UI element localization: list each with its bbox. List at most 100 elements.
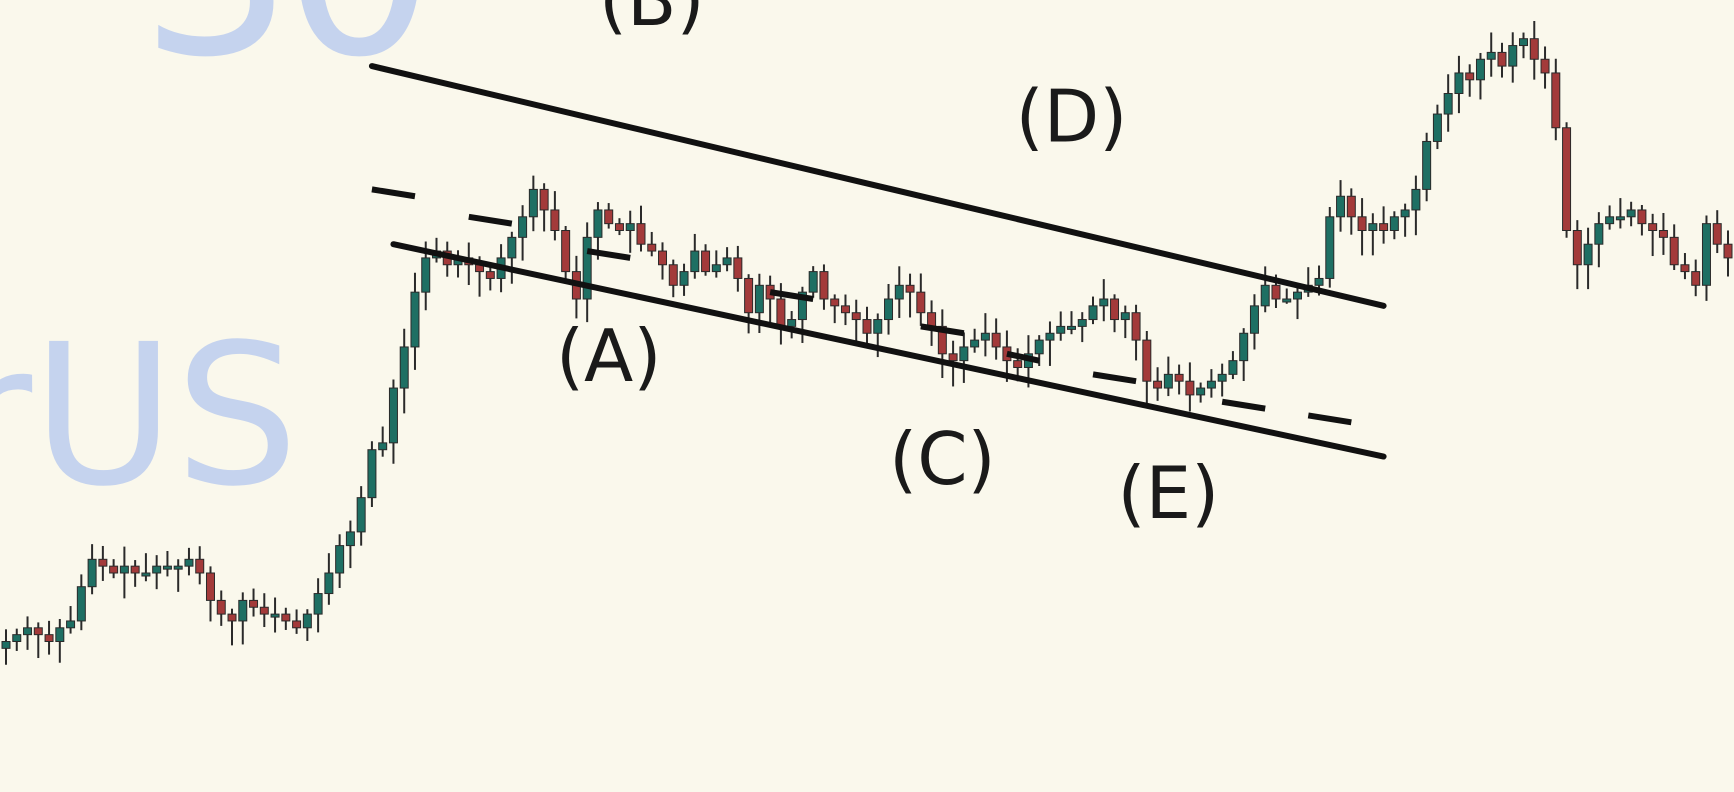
bear-candle: [1669, 236, 1679, 266]
bull-candle: [1615, 216, 1625, 221]
bull-candle: [1217, 373, 1227, 382]
bull-candle: [1486, 51, 1496, 60]
bear-candle: [195, 558, 205, 574]
bear-candle: [1346, 195, 1356, 218]
bear-candle: [658, 250, 668, 266]
bull-candle: [593, 209, 603, 238]
bear-candle: [1562, 127, 1572, 231]
bear-candle: [550, 209, 560, 231]
bull-candle: [1163, 373, 1173, 389]
bull-candle: [679, 271, 689, 286]
bull-candle: [1088, 305, 1098, 321]
bull-candle: [184, 558, 194, 567]
bull-candle: [1594, 223, 1604, 245]
bear-candle: [840, 305, 850, 314]
bull-candle: [55, 627, 65, 642]
bull-candle: [1389, 216, 1399, 232]
bull-candle: [1, 641, 11, 649]
bull-candle: [959, 346, 969, 362]
bear-candle: [292, 620, 302, 629]
bull-candle: [1120, 312, 1130, 321]
bull-candle: [1056, 325, 1066, 334]
bull-candle: [76, 586, 86, 622]
bull-candle: [173, 565, 183, 570]
bull-candle: [1206, 380, 1216, 389]
bull-candle: [1325, 216, 1335, 279]
midline-dash: [920, 323, 965, 337]
bull-candle: [1196, 387, 1206, 396]
bull-candle: [1077, 319, 1087, 327]
bear-candle: [1551, 72, 1561, 129]
bear-candle: [1153, 380, 1163, 389]
bear-candle: [485, 271, 495, 279]
bear-candle: [1185, 380, 1195, 396]
wave-label: (A): [556, 314, 661, 398]
bear-candle: [98, 558, 108, 567]
bear-candle: [249, 599, 259, 608]
bull-candle: [302, 613, 312, 629]
bull-candle: [335, 545, 345, 574]
bull-candle: [367, 449, 377, 499]
bear-candle: [614, 223, 624, 231]
bear-candle: [1271, 284, 1281, 300]
bull-candle: [980, 332, 990, 341]
bear-candle: [1572, 230, 1582, 266]
bear-candle: [1465, 72, 1475, 81]
bull-candle: [1034, 339, 1044, 355]
bear-candle: [259, 606, 269, 615]
bear-candle: [937, 325, 947, 355]
bear-candle: [216, 599, 226, 615]
bull-candle: [162, 565, 172, 570]
bear-candle: [1497, 51, 1507, 67]
midline-dash: [1092, 371, 1137, 385]
bull-candle: [356, 497, 366, 533]
bull-candle: [1443, 93, 1453, 115]
bull-candle: [1701, 223, 1711, 286]
bear-candle: [1357, 216, 1367, 232]
bull-candle: [141, 572, 151, 577]
bear-candle: [1723, 243, 1733, 259]
bear-candle: [109, 565, 119, 574]
bull-candle: [1605, 216, 1615, 225]
bear-candle: [916, 291, 926, 314]
bull-candle: [1368, 223, 1378, 231]
wave-label: (C): [889, 417, 995, 501]
bull-candle: [894, 284, 904, 300]
bear-candle: [927, 312, 937, 327]
bear-candle: [991, 332, 1001, 348]
midline-dash: [1006, 350, 1040, 364]
bull-candle: [970, 339, 980, 348]
bear-candle: [281, 613, 291, 622]
bull-candle: [270, 613, 280, 618]
bull-candle: [388, 387, 398, 444]
bull-candle: [1239, 332, 1249, 362]
wave-label: (B): [599, 0, 705, 42]
bear-candle: [851, 312, 861, 321]
bear-candle: [1712, 223, 1722, 245]
bull-candle: [754, 284, 764, 314]
bear-candle: [1648, 223, 1658, 231]
bull-candle: [507, 236, 517, 259]
bull-candle: [873, 319, 883, 334]
bull-candle: [528, 188, 538, 218]
bull-candle: [12, 634, 22, 643]
bull-candle: [1066, 325, 1076, 330]
bear-candle: [1142, 339, 1152, 382]
midline-dash: [769, 289, 814, 302]
bull-candle: [690, 250, 700, 273]
bear-candle: [227, 613, 237, 622]
bull-candle: [313, 593, 323, 615]
bull-candle: [152, 565, 162, 574]
bear-candle: [636, 223, 646, 245]
bull-candle: [711, 264, 721, 273]
wave-label: (E): [1118, 451, 1220, 535]
bear-candle: [1379, 223, 1389, 231]
bear-candle: [561, 230, 571, 273]
bear-candle: [830, 298, 840, 307]
bear-candle: [1658, 230, 1668, 238]
bear-candle: [733, 257, 743, 279]
bear-candle: [1110, 298, 1120, 321]
bull-candle: [1400, 209, 1410, 218]
bull-candle: [1583, 243, 1593, 266]
